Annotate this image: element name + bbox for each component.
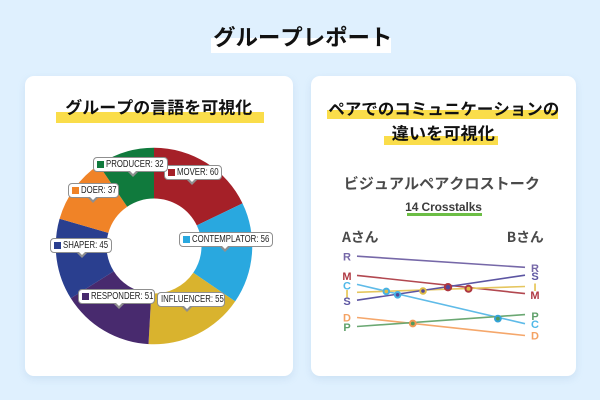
svg-text:I: I: [345, 289, 348, 301]
svg-text:C: C: [343, 281, 351, 293]
svg-text:R: R: [343, 251, 351, 263]
svg-text:D: D: [531, 331, 539, 343]
svg-text:S: S: [531, 271, 538, 283]
svg-text:M: M: [342, 271, 351, 283]
svg-text:R: R: [531, 263, 539, 275]
svg-text:C: C: [531, 319, 539, 331]
svg-text:M: M: [530, 290, 539, 302]
svg-text:D: D: [343, 313, 351, 325]
svg-text:S: S: [343, 296, 350, 308]
svg-text:P: P: [531, 311, 538, 323]
svg-text:I: I: [533, 282, 536, 294]
svg-text:P: P: [343, 322, 350, 334]
